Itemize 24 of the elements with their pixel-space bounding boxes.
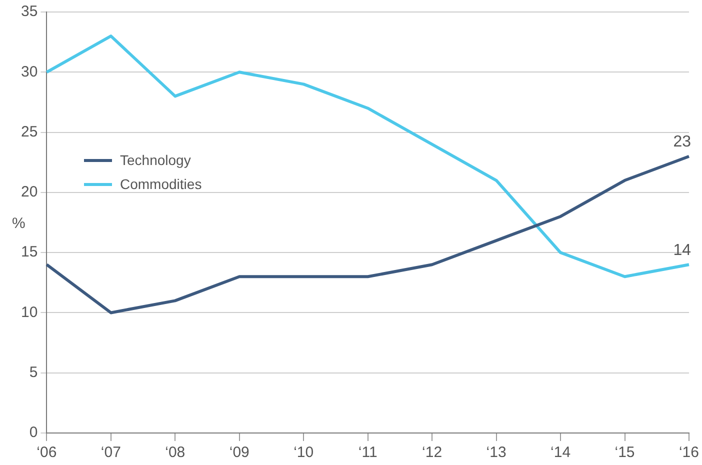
y-tick-label: 25	[20, 123, 38, 140]
y-tick-label: 5	[29, 364, 38, 381]
data-label: 23	[673, 134, 692, 151]
x-tick-label: ‘10	[294, 444, 314, 462]
y-tick-label: 30	[20, 63, 38, 80]
x-tick-label: ‘15	[614, 444, 635, 462]
x-tick-label: ‘13	[486, 444, 506, 462]
x-tick-label: ‘12	[422, 444, 442, 462]
x-tick-label: ‘14	[550, 444, 571, 462]
x-tick-label: ‘09	[229, 444, 250, 462]
y-tick-label: 35	[20, 3, 38, 20]
data-label: 14	[673, 242, 692, 260]
x-tick-label: ‘08	[165, 444, 186, 462]
x-tick-label: ‘11	[358, 444, 378, 462]
x-tick-label: ‘16	[678, 444, 700, 462]
y-tick-label: 20	[20, 184, 38, 201]
legend-label: Commodities	[120, 176, 202, 192]
y-tick-label: 15	[20, 244, 38, 261]
y-tick-label: 10	[20, 304, 38, 321]
x-tick-label: ‘07	[100, 444, 121, 462]
legend-label: Technology	[120, 152, 191, 168]
y-axis-title: %	[12, 215, 26, 232]
y-tick-label: 0	[29, 424, 38, 442]
x-tick-label: ‘06	[36, 444, 57, 462]
